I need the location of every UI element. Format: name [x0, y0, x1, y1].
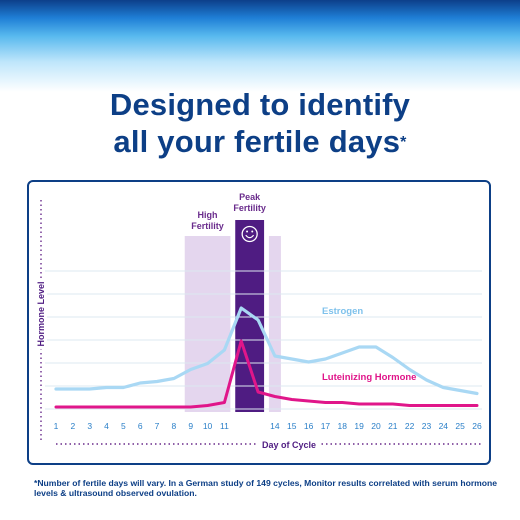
x-tick-label-day-19: 19	[354, 421, 364, 431]
page-title: Designed to identify all your fertile da…	[0, 86, 520, 160]
high-fertility-band	[184, 236, 231, 412]
x-tick-label-day-17: 17	[321, 421, 331, 431]
x-tick-label-day-24: 24	[439, 421, 449, 431]
x-tick-label-day-25: 25	[455, 421, 465, 431]
x-tick-label-day-8: 8	[172, 421, 177, 431]
y-axis-title: Hormone Level	[36, 281, 46, 346]
x-tick-label-day-2: 2	[70, 421, 75, 431]
smiley-icon	[241, 225, 258, 243]
x-tick-label-day-20: 20	[371, 421, 381, 431]
chart-card: Estrogen Luteinizing Hormone High Fertility…	[27, 180, 491, 465]
smiley-eye-right	[251, 230, 254, 233]
headline-line-2: all your fertile days*	[0, 123, 520, 160]
x-tick-label-day-4: 4	[104, 421, 109, 431]
x-tick-label-day-23: 23	[422, 421, 432, 431]
x-tick-label-day-26: 26	[472, 421, 482, 431]
high-fertility-band-day-14	[268, 236, 281, 412]
high-fertility-label-line-1: High	[198, 210, 218, 220]
peak-fertility-band	[235, 220, 265, 412]
x-tick-label-day-14: 14	[270, 421, 280, 431]
x-tick-label-day-12: 12	[237, 421, 247, 431]
high-fertility-label-line-2: Fertility	[191, 221, 224, 231]
series-label-lh: Luteinizing Hormone	[322, 372, 416, 383]
smiley-face	[241, 225, 258, 243]
lh-line	[54, 339, 479, 409]
x-tick-label-day-11: 11	[220, 421, 229, 431]
x-tick-label-day-15: 15	[287, 421, 297, 431]
x-tick-label-day-10: 10	[203, 421, 213, 431]
x-tick-label-day-22: 22	[405, 421, 415, 431]
x-tick-label-day-9: 9	[188, 421, 193, 431]
peak-fertility-label-line-1: Peak	[239, 192, 261, 202]
x-tick-label-day-1: 1	[54, 421, 59, 431]
x-axis-title-bg	[257, 439, 321, 451]
headline-asterisk: *	[400, 134, 407, 151]
headline-line-1: Designed to identify	[109, 87, 411, 122]
x-tick-label-day-3: 3	[87, 421, 92, 431]
smiley-eye-left	[246, 230, 249, 233]
x-tick-label-day-21: 21	[388, 421, 398, 431]
x-tick-label-day-18: 18	[338, 421, 348, 431]
estrogen-line	[54, 306, 479, 396]
series-label-estrogen: Estrogen	[322, 306, 363, 317]
headline-line-2-text: all your fertile days	[113, 124, 401, 159]
y-axis-title-bg	[35, 278, 47, 350]
x-tick-label-day-6: 6	[138, 421, 143, 431]
x-tick-label-day-7: 7	[155, 421, 160, 431]
x-tick-label-day-5: 5	[121, 421, 126, 431]
smiley-mouth	[245, 234, 254, 239]
x-axis-title: Day of Cycle	[262, 440, 316, 450]
footnote: *Number of fertile days will vary. In a …	[34, 478, 498, 498]
peak-fertility-label-line-2: Fertility	[233, 203, 266, 213]
x-tick-label-day-16: 16	[304, 421, 314, 431]
x-tick-label-day-13: 13	[253, 421, 263, 431]
